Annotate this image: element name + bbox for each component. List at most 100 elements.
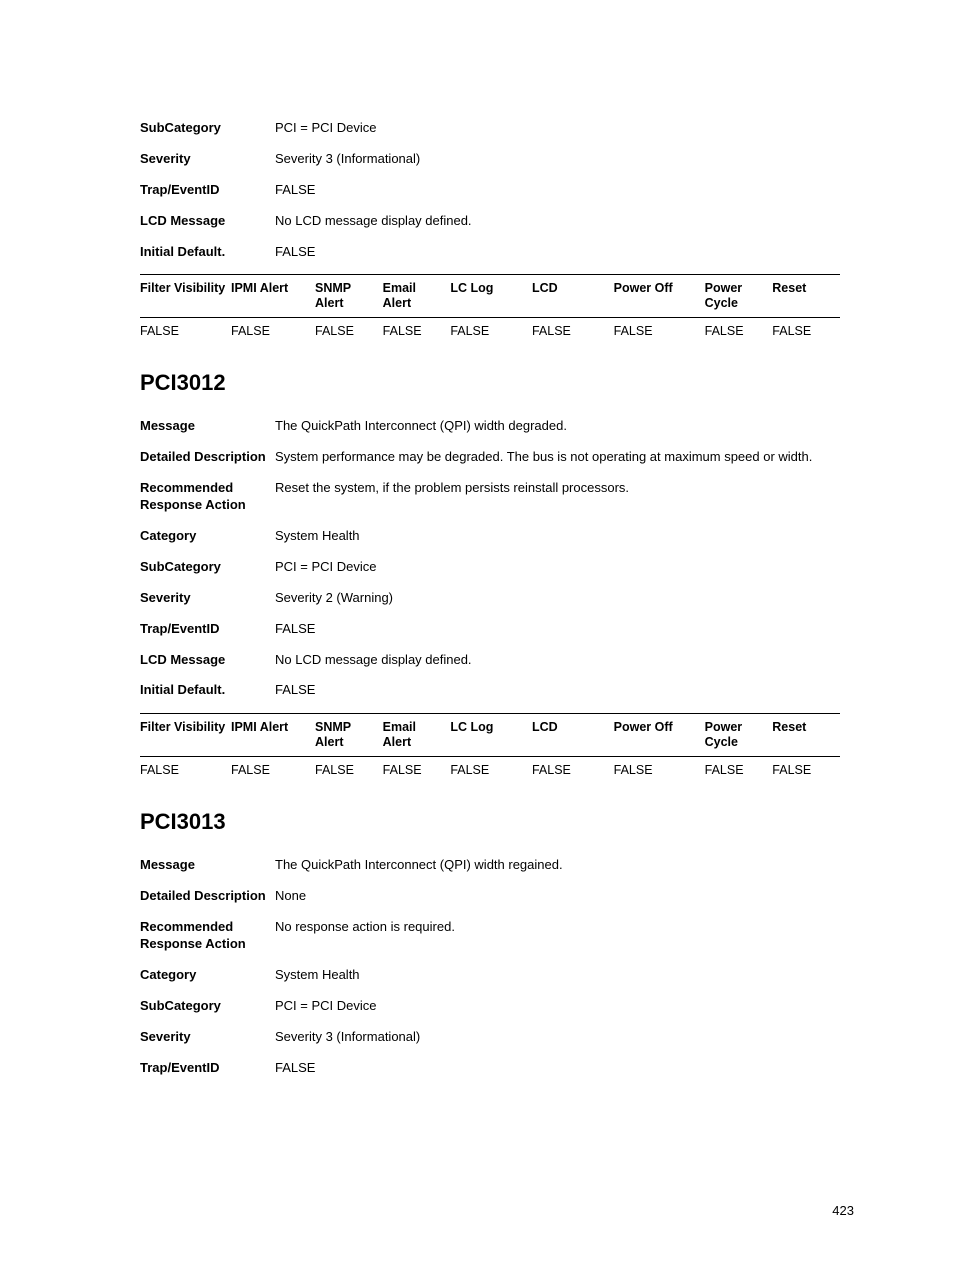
definition-row: Severity Severity 2 (Warning) bbox=[140, 590, 854, 607]
definition-value: PCI = PCI Device bbox=[275, 120, 854, 137]
table-header: LCD bbox=[532, 275, 614, 318]
table-row: FALSE FALSE FALSE FALSE FALSE FALSE FALS… bbox=[140, 318, 840, 345]
table-header: IPMI Alert bbox=[231, 275, 315, 318]
table-cell: FALSE bbox=[383, 318, 451, 345]
definition-row: Trap/EventID FALSE bbox=[140, 621, 854, 638]
table-header: LCD bbox=[532, 714, 614, 757]
table-header: SNMP Alert bbox=[315, 275, 383, 318]
definition-value: Severity 2 (Warning) bbox=[275, 590, 854, 607]
definition-value: FALSE bbox=[275, 244, 854, 261]
definition-value: The QuickPath Interconnect (QPI) width d… bbox=[275, 418, 854, 435]
alert-table: Filter Visibility IPMI Alert SNMP Alert … bbox=[140, 713, 840, 783]
table-cell: FALSE bbox=[772, 757, 840, 784]
definition-value: PCI = PCI Device bbox=[275, 559, 854, 576]
section-title: PCI3012 bbox=[140, 370, 854, 396]
top-definition-list: SubCategory PCI = PCI Device Severity Se… bbox=[140, 120, 854, 260]
definition-label: Trap/EventID bbox=[140, 621, 275, 638]
definition-list: Message The QuickPath Interconnect (QPI)… bbox=[140, 857, 854, 1076]
definition-value: Reset the system, if the problem persist… bbox=[275, 480, 854, 514]
definition-label: Trap/EventID bbox=[140, 1060, 275, 1077]
definition-value: The QuickPath Interconnect (QPI) width r… bbox=[275, 857, 854, 874]
definition-label: SubCategory bbox=[140, 120, 275, 137]
table-cell: FALSE bbox=[231, 757, 315, 784]
table-cell: FALSE bbox=[705, 318, 773, 345]
definition-label: Category bbox=[140, 967, 275, 984]
definition-row: Message The QuickPath Interconnect (QPI)… bbox=[140, 418, 854, 435]
table-header: Reset bbox=[772, 275, 840, 318]
definition-label: Recommended Response Action bbox=[140, 919, 275, 953]
definition-row: Initial Default. FALSE bbox=[140, 244, 854, 261]
table-header: Power Cycle bbox=[705, 275, 773, 318]
definition-label: Initial Default. bbox=[140, 682, 275, 699]
definition-label: SubCategory bbox=[140, 559, 275, 576]
table-header: Power Off bbox=[614, 275, 705, 318]
page-container: SubCategory PCI = PCI Device Severity Se… bbox=[0, 0, 954, 1268]
definition-row: Detailed Description System performance … bbox=[140, 449, 854, 466]
table-cell: FALSE bbox=[315, 757, 383, 784]
definition-label: Message bbox=[140, 857, 275, 874]
definition-label: LCD Message bbox=[140, 213, 275, 230]
table-cell: FALSE bbox=[532, 757, 614, 784]
definition-list: Message The QuickPath Interconnect (QPI)… bbox=[140, 418, 854, 699]
table-cell: FALSE bbox=[614, 318, 705, 345]
definition-label: Initial Default. bbox=[140, 244, 275, 261]
definition-value: Severity 3 (Informational) bbox=[275, 1029, 854, 1046]
definition-value: No LCD message display defined. bbox=[275, 652, 854, 669]
table-header: LC Log bbox=[450, 275, 532, 318]
table-cell: FALSE bbox=[140, 757, 231, 784]
table-header: Filter Visibility bbox=[140, 714, 231, 757]
table-row: FALSE FALSE FALSE FALSE FALSE FALSE FALS… bbox=[140, 757, 840, 784]
definition-value: No LCD message display defined. bbox=[275, 213, 854, 230]
table-header: Reset bbox=[772, 714, 840, 757]
definition-row: Message The QuickPath Interconnect (QPI)… bbox=[140, 857, 854, 874]
table-cell: FALSE bbox=[614, 757, 705, 784]
table-cell: FALSE bbox=[315, 318, 383, 345]
table-header: IPMI Alert bbox=[231, 714, 315, 757]
definition-label: SubCategory bbox=[140, 998, 275, 1015]
definition-value: None bbox=[275, 888, 854, 905]
definition-row: Trap/EventID FALSE bbox=[140, 1060, 854, 1077]
definition-label: Severity bbox=[140, 151, 275, 168]
definition-value: Severity 3 (Informational) bbox=[275, 151, 854, 168]
table-header-row: Filter Visibility IPMI Alert SNMP Alert … bbox=[140, 714, 840, 757]
table-header: Power Off bbox=[614, 714, 705, 757]
table-header: Power Cycle bbox=[705, 714, 773, 757]
definition-label: Detailed Description bbox=[140, 449, 275, 466]
definition-row: Severity Severity 3 (Informational) bbox=[140, 1029, 854, 1046]
definition-value: FALSE bbox=[275, 682, 854, 699]
definition-value: No response action is required. bbox=[275, 919, 854, 953]
table-cell: FALSE bbox=[450, 318, 532, 345]
definition-label: Severity bbox=[140, 1029, 275, 1046]
definition-value: System Health bbox=[275, 528, 854, 545]
definition-label: Trap/EventID bbox=[140, 182, 275, 199]
definition-label: Recommended Response Action bbox=[140, 480, 275, 514]
table-header: Filter Visibility bbox=[140, 275, 231, 318]
definition-label: Category bbox=[140, 528, 275, 545]
table-header-row: Filter Visibility IPMI Alert SNMP Alert … bbox=[140, 275, 840, 318]
definition-row: Recommended Response Action No response … bbox=[140, 919, 854, 953]
section-title: PCI3013 bbox=[140, 809, 854, 835]
definition-value: FALSE bbox=[275, 182, 854, 199]
definition-label: Detailed Description bbox=[140, 888, 275, 905]
table-header: SNMP Alert bbox=[315, 714, 383, 757]
table-cell: FALSE bbox=[705, 757, 773, 784]
definition-row: Category System Health bbox=[140, 528, 854, 545]
definition-row: Severity Severity 3 (Informational) bbox=[140, 151, 854, 168]
definition-label: LCD Message bbox=[140, 652, 275, 669]
alert-table: Filter Visibility IPMI Alert SNMP Alert … bbox=[140, 274, 840, 344]
definition-value: System performance may be degraded. The … bbox=[275, 449, 854, 466]
definition-row: LCD Message No LCD message display defin… bbox=[140, 213, 854, 230]
table-cell: FALSE bbox=[532, 318, 614, 345]
definition-row: Trap/EventID FALSE bbox=[140, 182, 854, 199]
definition-row: Initial Default. FALSE bbox=[140, 682, 854, 699]
definition-value: PCI = PCI Device bbox=[275, 998, 854, 1015]
table-cell: FALSE bbox=[450, 757, 532, 784]
table-cell: FALSE bbox=[383, 757, 451, 784]
definition-row: SubCategory PCI = PCI Device bbox=[140, 120, 854, 137]
definition-value: FALSE bbox=[275, 621, 854, 638]
definition-row: Detailed Description None bbox=[140, 888, 854, 905]
definition-label: Message bbox=[140, 418, 275, 435]
definition-row: LCD Message No LCD message display defin… bbox=[140, 652, 854, 669]
definition-label: Severity bbox=[140, 590, 275, 607]
definition-row: SubCategory PCI = PCI Device bbox=[140, 559, 854, 576]
